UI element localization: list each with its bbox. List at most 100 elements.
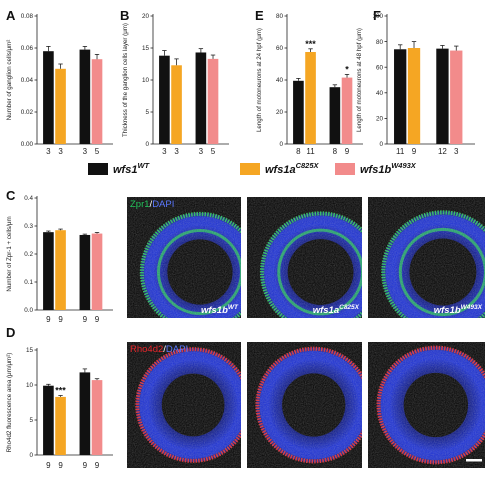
stain-label-part: Rho4d2: [130, 344, 163, 355]
panel-e-chart: E Length of motoneurons at 24 hpf (μm) 0 20…: [255, 8, 363, 156]
bar-wfs1b: [341, 77, 353, 144]
y-axis-title: Length of motoneurons at 48 hpf (μm): [356, 28, 363, 132]
bar-wfs1a: [305, 52, 316, 144]
genotype-sup: C825X: [339, 304, 360, 311]
legend-label-base: wfs1a: [265, 164, 296, 176]
sample-size-label: 5: [95, 147, 100, 156]
bar-wt: [43, 51, 54, 145]
micrograph-content: [247, 342, 362, 468]
sample-size-label: 3: [162, 147, 167, 156]
bar-wfs1a: [55, 230, 66, 310]
micrograph-content: [247, 197, 362, 318]
legend-swatch-wfs1b: [335, 163, 355, 175]
y-tick-label: 0.2: [24, 251, 33, 258]
bar-wt: [293, 80, 304, 144]
stain-label-part: DAPI: [166, 344, 188, 355]
bar-wt: [329, 87, 341, 144]
bar-wfs1a: [407, 48, 421, 144]
y-tick-label: 0.0: [24, 307, 33, 314]
sample-size-label: 3: [454, 147, 459, 156]
micrograph-content: [368, 342, 485, 468]
sample-size-label: 9: [58, 461, 63, 470]
y-tick-label: 5: [145, 109, 149, 116]
panel-c-chart: C Number of Zpr-1 + cells/μm 0.0 0.1 0.2 0.3 0…: [6, 188, 113, 324]
bar-wt: [79, 234, 91, 310]
bar-wfs1b: [91, 59, 103, 145]
genotype-sup: W493X: [461, 304, 483, 311]
legend-label: wfs1WT: [113, 161, 151, 176]
y-tick-label: 10: [26, 382, 34, 389]
micrograph-noise: [127, 342, 241, 468]
sample-size-label: 9: [345, 147, 350, 156]
stain-label-part: Zpr1: [130, 199, 150, 210]
bar-wfs1a: [55, 68, 66, 144]
bar-wt: [394, 49, 407, 144]
legend-label-sup: C825X: [296, 161, 320, 170]
panel-letter: D: [6, 325, 15, 340]
bar-wt: [195, 52, 207, 145]
legend-label-sup: W493X: [391, 161, 417, 170]
bar-wt: [79, 49, 91, 144]
micrograph-content: [368, 197, 485, 318]
y-tick-label: 20: [276, 109, 284, 116]
sample-size-label: 9: [83, 461, 88, 470]
genotype-base: wfs1b: [201, 305, 228, 316]
panel-letter: F: [373, 8, 381, 23]
bar-wfs1a: [55, 396, 66, 455]
rho4d2-micrograph-3: [368, 342, 485, 468]
scale-bar: [466, 459, 482, 462]
genotype-base: wfs1a: [313, 305, 339, 316]
rho4d2-stain-label: Rho4d2/DAPI: [130, 344, 188, 355]
significance-label: ***: [55, 386, 66, 396]
panel-d-chart: D Rho4d2 fluorescence area (μm/μm²) 0 5 10 15…: [6, 325, 113, 470]
sample-size-label: 3: [58, 147, 63, 156]
sample-size-label: 12: [438, 147, 447, 156]
sample-size-label: 3: [83, 147, 88, 156]
bar-wfs1a: [171, 65, 182, 144]
sample-size-label: 11: [396, 147, 405, 156]
y-tick-label: 0: [145, 141, 149, 148]
legend-label-base: wfs1b: [360, 164, 391, 176]
legend-swatch-wt: [88, 163, 108, 175]
micrograph-noise: [368, 342, 485, 468]
micrograph-noise: [247, 197, 362, 318]
y-tick-label: 20: [142, 13, 150, 20]
micrograph-genotype-label: wfs1bW493X: [434, 304, 483, 316]
micrograph-noise: [247, 342, 362, 468]
y-tick-label: 60: [276, 45, 284, 52]
zpr1-micrograph-2: wfs1aC825X: [247, 197, 362, 318]
y-axis-title: Number of Zpr-1 + cells/μm: [6, 216, 13, 291]
micrograph-noise: [368, 197, 485, 318]
rho4d2-micrograph-1: [127, 342, 241, 468]
sample-size-label: 3: [46, 147, 51, 156]
y-axis-title: Rho4d2 fluorescence area (μm/μm²): [6, 353, 13, 453]
legend-label-base: wfs1: [113, 164, 137, 176]
micrograph-genotype-label: wfs1bWT: [201, 304, 239, 316]
y-axis-title: Number of ganglion cells/μm²: [6, 40, 13, 121]
micrograph-noise: [127, 197, 241, 318]
stain-label-part: /: [163, 344, 166, 355]
y-tick-label: 15: [26, 347, 34, 354]
panel-letter: B: [120, 8, 129, 23]
bar-wfs1b: [450, 50, 463, 145]
legend-label: wfs1bW493X: [360, 161, 417, 176]
legend-swatch-wfs1a: [240, 163, 260, 175]
sample-size-label: 9: [58, 315, 63, 324]
stain-label-part: DAPI: [152, 199, 174, 210]
micrograph-content: [127, 342, 241, 468]
zpr1-micrograph-3: wfs1bW493X: [368, 197, 485, 318]
y-tick-label: 40: [276, 77, 284, 84]
sample-size-label: 3: [199, 147, 204, 156]
y-tick-label: 0: [379, 141, 383, 148]
sample-size-label: 8: [296, 147, 301, 156]
y-tick-label: 0.4: [24, 195, 33, 202]
bar-wt: [43, 232, 54, 310]
y-tick-label: 5: [29, 417, 33, 424]
sample-size-label: 11: [306, 147, 315, 156]
y-tick-label: 0.02: [21, 109, 34, 116]
y-tick-label: 100: [372, 13, 383, 20]
micrograph-content: [127, 197, 241, 318]
bar-wt: [79, 372, 91, 455]
y-tick-label: 0.04: [21, 77, 34, 84]
